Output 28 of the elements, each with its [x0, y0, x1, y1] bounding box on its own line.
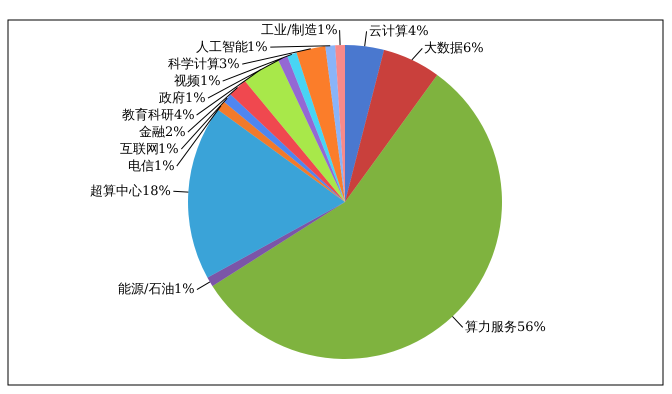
data-label: 6% — [463, 41, 484, 56]
slice-label: 电信 — [128, 159, 154, 174]
data-label: 4% — [408, 24, 429, 39]
slice-label: 能源/石油 — [118, 282, 174, 297]
slice-label: 科学计算 — [168, 57, 220, 72]
slice-label: 教育科研 — [122, 107, 174, 123]
data-label: 1% — [154, 159, 175, 174]
data-label: 3% — [219, 57, 240, 72]
slice-label: 云计算 — [369, 24, 408, 39]
slice-label: 金融 — [139, 125, 165, 140]
data-label: 1% — [158, 142, 179, 157]
data-label: 56% — [517, 320, 546, 335]
data-label: 1% — [200, 74, 221, 89]
data-label: 1% — [247, 40, 268, 55]
slice-label: 超算中心 — [90, 183, 142, 199]
data-label: 18% — [142, 184, 171, 199]
data-label: 4% — [174, 108, 195, 123]
slice-label: 工业/制造 — [261, 23, 318, 38]
data-label: 1% — [174, 282, 195, 297]
data-label: 2% — [165, 125, 186, 140]
slice-label: 算力服务 — [465, 320, 517, 335]
data-label: 1% — [317, 23, 338, 38]
slice-label: 视频 — [174, 74, 200, 89]
slice-label: 互联网 — [120, 142, 159, 157]
slice-label: 人工智能 — [196, 40, 248, 55]
data-label: 1% — [185, 91, 206, 106]
slice-label: 政府 — [159, 90, 185, 106]
slice-label: 大数据 — [424, 41, 463, 56]
